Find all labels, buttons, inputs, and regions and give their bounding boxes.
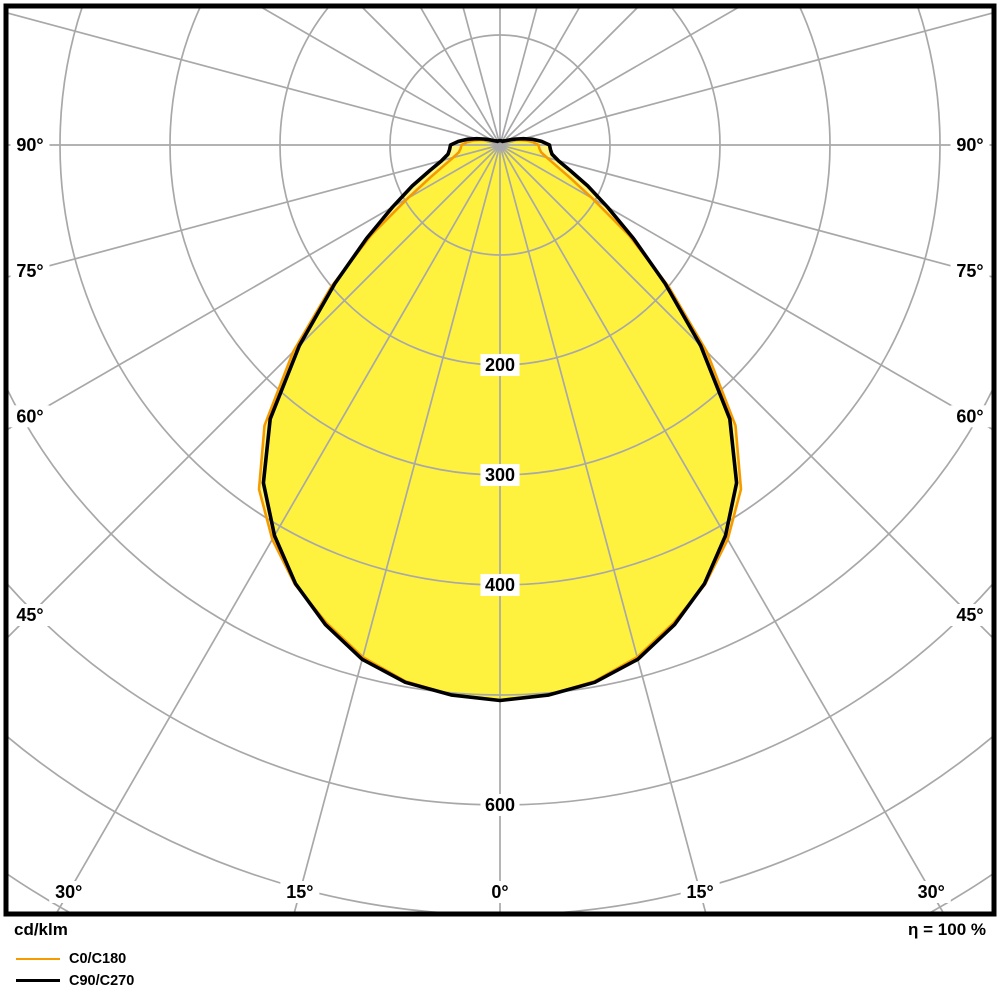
angle-label-left-90-chip: [10, 134, 50, 156]
plot-frame: [3, 3, 997, 917]
legend-label-c90-c270: C90/C270: [69, 972, 135, 989]
angle-label-bottom-15-chip: [680, 881, 720, 903]
angle-label-bottom-0-chip: [486, 881, 514, 903]
angle-label-left-75-chip: [10, 259, 50, 282]
grid-ray-135: [499, 6, 641, 146]
angle-label-left-75: 75°: [16, 261, 43, 281]
angle-label-bottom-15: 15°: [687, 882, 714, 902]
angle-label-bottom--15: 15°: [286, 882, 313, 902]
angle-label-right-45-chip: [950, 604, 990, 626]
grid-ray-330: [55, 144, 501, 914]
angle-label-right-90: 90°: [956, 135, 983, 155]
grid-ray-45: [499, 144, 994, 641]
curve-C90-C270: [261, 136, 739, 703]
legend-item-c0-c180: C0/C180: [16, 948, 134, 969]
value-label-400: 400: [485, 575, 515, 595]
footer-row: cd/klm η = 100 %: [14, 920, 986, 940]
grid-ray-315: [6, 144, 501, 641]
value-label-200-chip: [480, 354, 520, 376]
grid-ray-300: [6, 144, 501, 432]
angle-label-bottom-0: 0°: [491, 882, 508, 902]
angle-label-bottom-30-chip: [911, 881, 951, 903]
angle-label-bottom--15-chip: [280, 881, 320, 903]
grid-ray-120: [499, 6, 743, 146]
grid-ray-105: [499, 11, 994, 146]
angle-label-left-45: 45°: [16, 605, 43, 625]
efficiency-value: η = 100 %: [908, 920, 986, 939]
grid-ray-30: [499, 144, 945, 914]
legend-label-c0-c180: C0/C180: [69, 950, 127, 967]
value-label-600: 600: [485, 795, 515, 815]
grid-ray-345: [293, 144, 501, 914]
grid-ray-255: [6, 11, 501, 146]
angle-label-right-60: 60°: [956, 406, 983, 426]
angle-label-left-45-chip: [10, 604, 50, 626]
legend-line-c90-c270: [16, 979, 60, 982]
angle-label-right-90-chip: [950, 134, 990, 156]
angle-label-right-75: 75°: [956, 261, 983, 281]
value-label-600-chip: [480, 794, 520, 816]
value-label-300-chip: [480, 464, 520, 486]
unit-label: cd/klm: [14, 920, 68, 939]
grid-ray-240: [257, 6, 501, 146]
plot-area: 200 300 400 600 90° 90° 75° 75° 60° 60° 45° 45° 30° 1…: [6, 6, 994, 914]
angle-label-right-45: 45°: [956, 605, 983, 625]
angle-label-bottom--30: 30°: [55, 882, 82, 902]
legend-item-c90-c270: C90/C270: [16, 970, 134, 991]
angle-label-left-60-chip: [10, 405, 50, 428]
polar-intensity-chart: 200 300 400 600 90° 90° 75° 75° 60° 60° 45° 45° 30° 1…: [3, 3, 997, 917]
angle-label-bottom-30: 30°: [918, 882, 945, 902]
value-label-300: 300: [485, 465, 515, 485]
grid-ray-60: [499, 144, 994, 432]
value-label-200: 200: [485, 355, 515, 375]
angle-label-right-60-chip: [950, 405, 990, 428]
legend-line-c0-c180: [16, 957, 60, 960]
legend: C0/C180 C90/C270: [16, 948, 134, 992]
angle-label-bottom--30-chip: [49, 881, 89, 903]
grid-ray-225: [359, 6, 501, 146]
value-label-400-chip: [480, 574, 520, 596]
angle-label-left-60: 60°: [16, 406, 43, 426]
angle-label-left-90: 90°: [16, 135, 43, 155]
angle-label-right-75-chip: [950, 259, 990, 282]
grid-ray-15: [499, 144, 707, 914]
